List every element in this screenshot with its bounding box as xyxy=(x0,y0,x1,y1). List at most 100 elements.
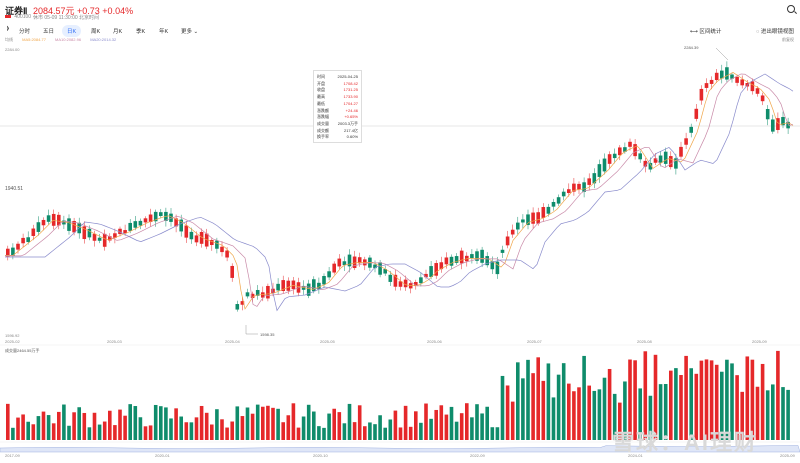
tab-more-label: 更多 xyxy=(181,29,193,35)
candle-body xyxy=(46,215,51,222)
candle-body xyxy=(337,258,342,267)
ma10-value: MA10:2082.96 xyxy=(55,37,82,42)
view-toggle-button[interactable]: ◌ 进出眼镜视图 xyxy=(756,27,794,35)
tooltip-row: 换手率 0.60% xyxy=(317,134,358,140)
volume-bar xyxy=(266,405,270,440)
candle-body xyxy=(526,214,530,226)
candle-body xyxy=(704,83,709,88)
candle-body xyxy=(373,264,377,269)
tooltip-row: 涨跌额 +24.46 xyxy=(317,108,358,114)
tooltip-value: 2025-04-25 xyxy=(337,74,358,79)
adjust-restore[interactable]: 前复权 xyxy=(782,37,794,42)
candle-body xyxy=(327,271,331,278)
candle-body xyxy=(347,254,352,267)
low-marker: 1598.35 xyxy=(260,332,275,337)
tooltip-row: 成交量 2003.3万手 xyxy=(317,121,358,127)
volume-bar xyxy=(505,385,510,440)
volume-bar xyxy=(322,427,326,440)
y-axis-top: 2284.00 xyxy=(5,47,20,52)
volume-bar xyxy=(612,393,617,440)
tab-more[interactable]: 更多 ⌄ xyxy=(176,25,203,37)
tab-yearly-k[interactable]: 年K xyxy=(159,29,169,35)
volume-bar xyxy=(92,412,97,440)
candle-body xyxy=(378,262,382,275)
candle-body xyxy=(740,79,744,86)
sidebar-toggle-icon[interactable]: ⦊ xyxy=(7,26,10,32)
volume-bar xyxy=(250,413,255,440)
volume-bar xyxy=(582,355,586,440)
tab-five-day[interactable]: 五日 xyxy=(43,29,55,35)
candle-body xyxy=(485,256,489,266)
candle-body xyxy=(470,254,474,259)
volume-bar xyxy=(255,404,260,440)
candle-body xyxy=(332,263,336,273)
candle-body xyxy=(551,201,556,207)
search-icon[interactable] xyxy=(787,5,795,13)
candle-body xyxy=(500,249,505,253)
volume-bar xyxy=(403,405,408,440)
volume-bar xyxy=(51,423,56,440)
interval-stats-button[interactable]: ⟷ 区间统计 xyxy=(690,27,721,35)
candle-body xyxy=(760,95,765,102)
tab-monthly-k[interactable]: 月K xyxy=(113,29,123,35)
volume-bar xyxy=(189,422,194,440)
ma20-value: MA20:2014.32 xyxy=(90,37,117,42)
candle-body xyxy=(454,256,459,263)
candle-body xyxy=(771,119,775,132)
ma5-line xyxy=(5,71,794,310)
candle-body xyxy=(597,164,602,177)
volume-bar xyxy=(240,416,245,440)
volume-bar xyxy=(776,350,780,440)
candle-body xyxy=(623,147,627,152)
candle-body xyxy=(628,141,632,147)
volume-bar xyxy=(556,374,561,440)
volume-bar xyxy=(771,384,775,440)
volume-bar xyxy=(108,410,112,440)
volume-bar xyxy=(347,403,352,440)
tooltip-key: 涨跌额 xyxy=(317,107,329,113)
candle-body xyxy=(694,108,699,119)
tab-intraday[interactable]: 分时 xyxy=(19,29,31,35)
volume-bar xyxy=(648,395,653,440)
candle-body xyxy=(6,248,10,257)
tooltip-value: 2003.3万手 xyxy=(337,120,358,126)
candle-body xyxy=(97,237,102,241)
volume-bar xyxy=(709,360,714,440)
view-toggle-label: 进出眼镜视图 xyxy=(760,29,794,35)
tab-daily-k[interactable]: 日K xyxy=(62,25,82,37)
candle-body xyxy=(306,283,311,296)
tab-weekly-k[interactable]: 周K xyxy=(91,29,101,35)
candle-body xyxy=(169,213,173,222)
volume-bar xyxy=(368,422,372,440)
candle-body xyxy=(419,277,423,284)
x-axis-label: 2025-09 xyxy=(752,339,767,344)
candle-body xyxy=(189,231,194,240)
tooltip-key: 最低 xyxy=(317,100,325,106)
volume-bar xyxy=(57,411,61,440)
tooltip-row: 最高 1733.90 xyxy=(317,94,358,100)
volume-bar xyxy=(148,425,153,440)
volume-bar xyxy=(419,422,423,440)
candle-body xyxy=(439,262,444,270)
candle-body xyxy=(87,228,92,238)
candle-body xyxy=(51,213,56,226)
volume-bar xyxy=(301,416,306,440)
tab-quarterly-k[interactable]: 季K xyxy=(136,29,146,35)
volume-bar xyxy=(669,370,673,440)
tooltip-key: 时间 xyxy=(317,74,325,79)
volume-bar xyxy=(133,406,138,440)
candle-body xyxy=(194,235,199,243)
candle-body xyxy=(16,243,20,250)
candle-body xyxy=(587,178,591,185)
candle-body xyxy=(317,282,321,290)
volume-bar xyxy=(602,377,607,440)
tooltip-row: 开盘 1708.42 xyxy=(317,81,358,87)
volume-bar xyxy=(618,402,622,440)
candle-body xyxy=(633,144,637,157)
volume-bar xyxy=(337,412,342,440)
flag-icon xyxy=(5,15,11,19)
volume-bar xyxy=(465,403,469,440)
navigator-label: 2017-09 xyxy=(5,453,20,458)
candle-body xyxy=(714,72,719,81)
